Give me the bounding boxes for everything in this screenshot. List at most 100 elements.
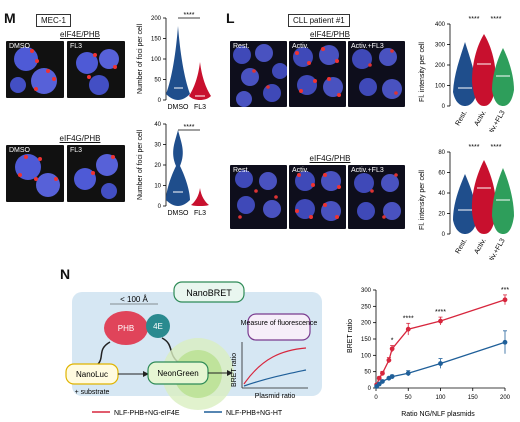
bret-xlabel: Ratio NG/NLF plasmids — [401, 411, 475, 418]
bret-point-eif4e — [502, 297, 508, 303]
distance-label: < 100 Å — [120, 295, 148, 304]
m2-ytick-3: 30 — [154, 143, 161, 149]
m2-xtick-fl3: FL3 — [194, 210, 206, 217]
nanobret-box — [173, 281, 245, 303]
legend-label-ht: NLF-PHB+NG-HT — [226, 410, 283, 417]
bret-ylabel: BRET ratio — [347, 319, 354, 353]
l2-sig-1: **** — [469, 144, 480, 151]
l2-ytick-2: 40 — [438, 191, 445, 197]
micrograph-m-row2-fl3: FL3 — [67, 145, 125, 202]
m1-violin-dmso — [166, 26, 190, 100]
micrograph-l-r2-activ-svg — [289, 165, 346, 229]
l2-yticks: 0 20 40 60 80 — [438, 150, 450, 238]
micrograph-l-r1-activfl3-label: Activ.+FL3 — [351, 43, 384, 50]
m1-yticks: 0 50 100 150 200 — [151, 16, 166, 104]
micrograph-l-row1-rest: Rest. — [230, 41, 287, 107]
bret-point-ht — [405, 370, 411, 376]
phb-protein — [104, 311, 148, 345]
l2-xtick-activ: Activ. — [473, 237, 487, 255]
bret-point-eif4e — [386, 357, 392, 363]
micrograph-l-r1-rest-label: Rest. — [233, 43, 250, 50]
bret-ytick-label: 150 — [361, 337, 372, 343]
bret-point-ht — [380, 379, 385, 384]
bret-point-eif4e — [380, 370, 385, 376]
bret-xtick-label: 50 — [405, 395, 412, 401]
l1-ytick-1: 100 — [435, 84, 446, 90]
micrograph-l-r1-activfl3-svg — [348, 41, 405, 107]
bret-axes: 0 50 100 150 200 250 300 0 50 100 150 200 — [361, 288, 511, 401]
micrograph-l-r2-activfl3-svg — [348, 165, 405, 229]
micrograph-l-r2-activfl3-label: Activ.+FL3 — [351, 167, 384, 174]
violin-chart-m-row1: 0 50 100 150 200 Number of foci per cell… — [137, 12, 211, 111]
nanobret-label: NanoBRET — [186, 288, 232, 298]
micrograph-m-r2-fl3-svg — [67, 145, 125, 202]
bret-ytick-label: 0 — [368, 386, 372, 392]
m1-xtick-fl3: FL3 — [194, 104, 206, 111]
bret-point-eif4e — [405, 326, 411, 332]
micrograph-m-r2-dmso-label: DMSO — [9, 147, 30, 154]
eif4e-label: 4E — [153, 322, 163, 331]
bret-point-eif4e — [389, 346, 395, 352]
micrograph-l-r2-rest-label: Rest. — [233, 167, 250, 174]
bret-significance-label: **** — [403, 315, 414, 322]
l2-ytick-4: 80 — [438, 150, 445, 156]
micrograph-m-r1-dmso-label: DMSO — [9, 43, 30, 50]
bret-ytick-label: 50 — [364, 370, 371, 376]
panel-m-row2-title: eIF4G/PHB — [59, 134, 101, 143]
m2-ytick-2: 20 — [154, 163, 161, 169]
m1-ytick-4: 200 — [151, 16, 162, 22]
m2-violin-dmso — [166, 130, 190, 206]
l2-violin-activ-fl3 — [492, 168, 514, 234]
bret-xtick-label: 150 — [468, 395, 479, 401]
l2-xtick-activ-fl3: Activ.+FL3 — [484, 237, 506, 260]
l2-ylabel: Fl. intensity per cell — [419, 170, 426, 230]
legend-label-eif4e: NLF-PHB+NG-eIF4E — [114, 410, 180, 417]
bret-ytick-label: 250 — [361, 304, 372, 310]
l1-ytick-2: 200 — [435, 63, 446, 69]
panel-n-letter: N — [60, 266, 71, 282]
micrograph-l-r2-rest-svg — [230, 165, 287, 229]
l2-xtick-rest: Rest. — [454, 237, 468, 255]
m2-ytick-4: 40 — [154, 122, 161, 128]
neongreen-label: NeonGreen — [157, 369, 198, 378]
nanobret-schematic: NanoBRET < 100 Å PHB 4E NanoLuc + substr… — [65, 281, 322, 417]
micrograph-l-row2-rest: Rest. — [230, 165, 287, 229]
micrograph-l-r2-activ-label: Activ. — [292, 167, 309, 174]
panel-m-cell-line-label: MEC-1 — [36, 14, 71, 27]
l1-sig-2: **** — [491, 16, 502, 23]
m2-ytick-1: 10 — [154, 184, 161, 190]
micrograph-m-r2-fl3-label: FL3 — [70, 147, 83, 154]
m2-yticks: 0 10 20 30 40 — [154, 122, 166, 210]
l2-violin-rest — [453, 174, 477, 234]
bret-point-ht — [438, 361, 443, 366]
l2-ytick-1: 20 — [438, 212, 445, 218]
bret-point-ht — [502, 339, 508, 345]
violin-chart-l-row2: 0 20 40 60 80 Fl. intensity per cell ***… — [419, 144, 514, 260]
micrograph-l-row1-activ: Activ. — [289, 41, 346, 107]
mini-xlabel: Plasmid ratio — [255, 393, 296, 400]
bret-ytick-label: 300 — [361, 288, 372, 294]
measure-box — [247, 313, 311, 341]
nanoluc-label: NanoLuc — [76, 370, 108, 379]
micrograph-m-row1-dmso: DMSO — [6, 41, 64, 98]
micrograph-l-r1-activ-label: Activ. — [292, 43, 309, 50]
panel-l-patient-label: CLL patient #1 — [288, 14, 350, 27]
bret-point-eif4e — [376, 375, 382, 381]
bret-ytick-label: 100 — [361, 353, 372, 359]
m2-sig: **** — [184, 124, 195, 131]
m2-ytick-0: 0 — [158, 204, 162, 210]
bret-xtick-label: 0 — [374, 395, 378, 401]
panel-l-letter: L — [226, 10, 235, 26]
micrograph-l-r1-activ-svg — [289, 41, 346, 107]
bret-ytick-label: 200 — [361, 321, 372, 327]
bret-point-ht — [389, 374, 395, 379]
bret-marks: ************ — [374, 287, 509, 389]
l2-sig-2: **** — [491, 144, 502, 151]
mini-ylabel: BRET ratio — [231, 353, 238, 387]
m1-ytick-1: 50 — [154, 78, 161, 84]
bret-xtick-label: 100 — [435, 395, 446, 401]
micrograph-l-row2-activ: Activ. — [289, 165, 346, 229]
violin-chart-m-row2: 0 10 20 30 40 Number of foci per cell **… — [137, 122, 209, 217]
bret-point-ht — [376, 381, 382, 387]
